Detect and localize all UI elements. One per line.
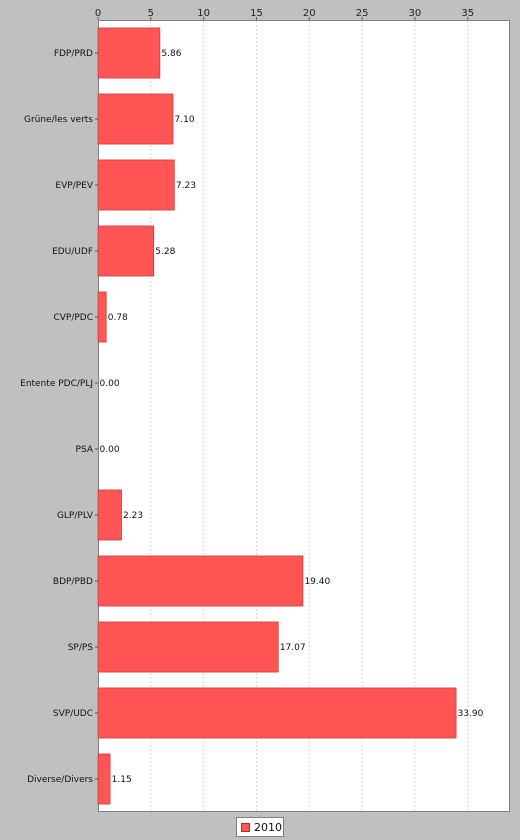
value-label: 7.23 xyxy=(176,181,196,191)
bar xyxy=(97,753,111,805)
bar xyxy=(97,621,279,673)
value-labels: 5.86 7.10 7.23 5.28 0.78 0.00 0.00 2.23 19.40 17.… xyxy=(100,49,484,785)
category-label: Diverse/Divers xyxy=(27,775,93,785)
legend: 2010 xyxy=(236,817,284,837)
legend-label-2010: 2010 xyxy=(254,820,282,834)
x-tick-label: 30 xyxy=(409,8,422,19)
bar xyxy=(97,27,161,79)
x-tick-label: 15 xyxy=(250,8,263,19)
value-label: 33.90 xyxy=(458,709,484,719)
category-label: EDU/UDF xyxy=(52,247,93,257)
x-tick-label: 20 xyxy=(303,8,316,19)
category-label: EVP/PEV xyxy=(55,181,93,191)
value-label: 5.86 xyxy=(161,49,181,59)
bar xyxy=(97,159,175,211)
category-label: SP/PS xyxy=(68,643,94,653)
value-label: 19.40 xyxy=(304,577,330,587)
bars xyxy=(97,27,457,805)
value-label: 7.10 xyxy=(175,115,195,125)
x-tick-label: 5 xyxy=(148,8,154,19)
value-label: 0.00 xyxy=(100,379,120,389)
plot-area xyxy=(98,20,510,812)
category-label: BDP/PBD xyxy=(53,577,93,587)
value-label: 0.78 xyxy=(108,313,128,323)
bar xyxy=(97,93,174,145)
x-tick-label: 10 xyxy=(197,8,210,19)
category-label: FDP/PRD xyxy=(54,49,93,59)
x-tick-label: 0 xyxy=(95,8,101,19)
category-label: PSA xyxy=(76,445,94,455)
x-axis-ticks: 0 5 10 15 20 25 30 35 xyxy=(95,8,474,20)
value-label: 1.15 xyxy=(112,775,132,785)
category-label: Grüne/les verts xyxy=(24,115,93,125)
category-label: GLP/PLV xyxy=(57,511,94,521)
x-tick-label: 35 xyxy=(461,8,474,19)
bar xyxy=(97,489,122,541)
category-label: SVP/UDC xyxy=(53,709,93,719)
bar xyxy=(97,225,155,277)
bar xyxy=(97,291,107,343)
legend-swatch-2010 xyxy=(241,822,250,832)
category-label: CVP/PDC xyxy=(53,313,93,323)
category-labels: FDP/PRD Grüne/les verts EVP/PEV EDU/UDF CVP/… xyxy=(20,49,98,785)
value-label: 2.23 xyxy=(123,511,143,521)
bar xyxy=(97,555,304,607)
category-label: Entente PDC/PLJ xyxy=(20,379,93,389)
value-label: 17.07 xyxy=(280,643,306,653)
value-label: 0.00 xyxy=(100,445,120,455)
value-label: 5.28 xyxy=(155,247,175,257)
x-tick-label: 25 xyxy=(356,8,369,19)
bar xyxy=(97,687,457,739)
